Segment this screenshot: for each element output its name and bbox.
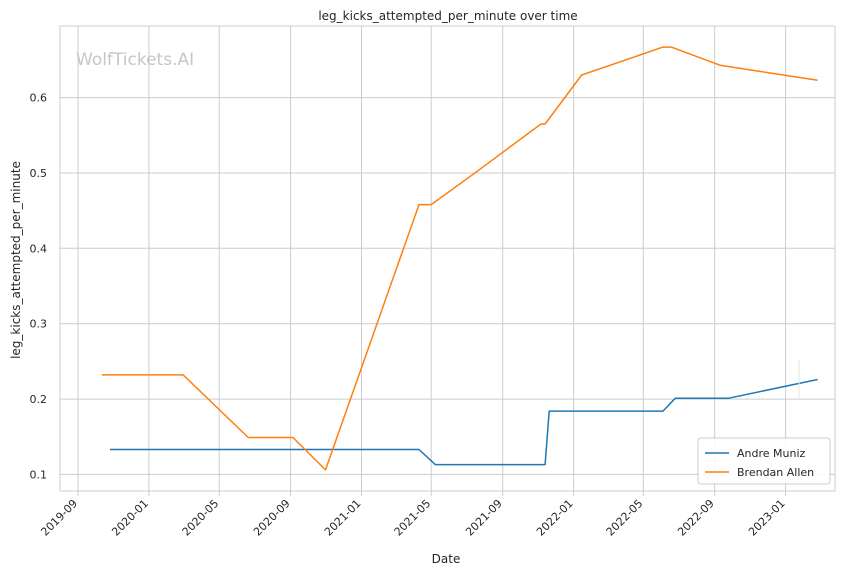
chart-title: leg_kicks_attempted_per_minute over time	[318, 9, 577, 23]
x-tick-label: 2023-01	[746, 497, 788, 539]
x-tick-label: 2020-09	[251, 497, 293, 539]
x-tick-label: 2020-01	[109, 497, 151, 539]
x-tick-label: 2022-09	[675, 497, 717, 539]
x-tick-label: 2022-05	[604, 497, 646, 539]
y-axis-title: leg_kicks_attempted_per_minute	[9, 161, 23, 359]
x-tick-label: 2022-01	[534, 497, 576, 539]
legend-label-brendan-allen: Brendan Allen	[737, 466, 814, 479]
x-axis-ticks: 2019-09 2020-01 2020-05 2020-09 2021-01 2021-…	[38, 491, 788, 539]
plot-area-frame	[59, 25, 836, 492]
y-tick-label: 0.5	[30, 167, 48, 180]
series-line-andre-muniz	[110, 378, 818, 466]
x-tick-label: 2021-01	[322, 497, 364, 539]
y-tick-label: 0.2	[30, 393, 48, 406]
legend-label-andre-muniz: Andre Muniz	[737, 447, 806, 460]
x-tick-label: 2020-05	[180, 497, 222, 539]
y-tick-label: 0.4	[30, 242, 48, 255]
y-axis-ticks: 0.1 0.2 0.3 0.4 0.5 0.6	[30, 92, 48, 482]
watermark-text: WolfTickets.AI	[76, 50, 194, 70]
x-tick-label: 2019-09	[38, 497, 80, 539]
x-tick-label: 2021-05	[392, 497, 434, 539]
legend-box	[697, 437, 831, 485]
grid-lines	[60, 26, 835, 491]
series-lines	[101, 46, 818, 471]
y-tick-label: 0.1	[30, 468, 48, 481]
y-tick-label: 0.3	[30, 318, 48, 331]
y-tick-label: 0.6	[30, 92, 48, 105]
x-tick-label: 2021-09	[463, 497, 505, 539]
legend: Andre Muniz Brendan Allen	[697, 437, 831, 485]
x-axis-title: Date	[432, 552, 461, 566]
series-line-brendan-allen	[101, 46, 818, 471]
